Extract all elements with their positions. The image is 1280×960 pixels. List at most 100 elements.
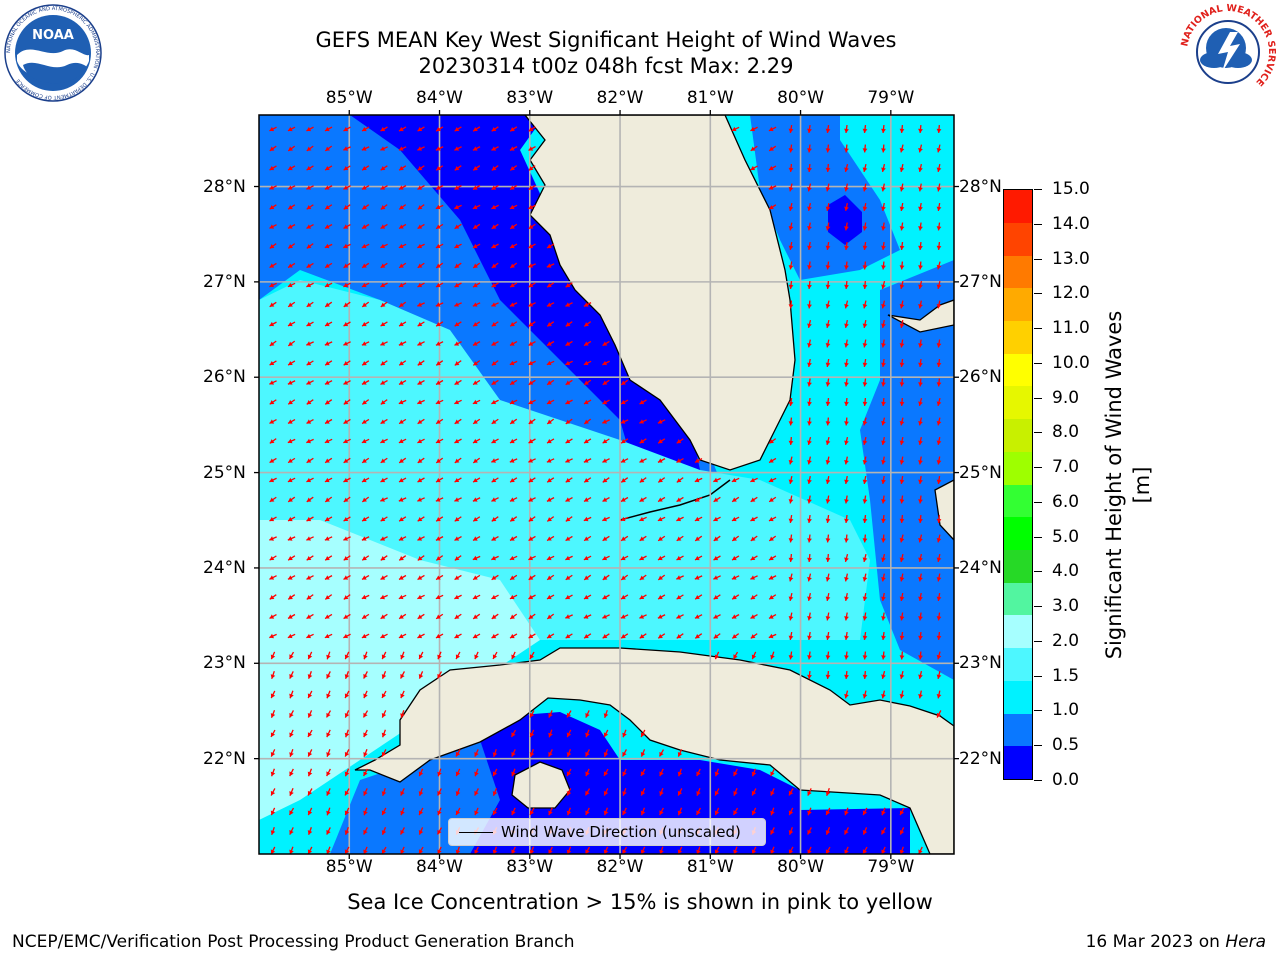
wave-direction-arrowhead: [639, 536, 645, 541]
wave-direction-arrowhead: [417, 146, 423, 151]
wave-direction-arrowhead: [733, 654, 738, 659]
wave-direction-arrowhead: [491, 438, 497, 444]
wave-direction-arrowhead: [825, 382, 831, 387]
wave-direction-arrowhead: [381, 654, 387, 660]
wave-direction-arrowhead: [807, 440, 812, 445]
wave-direction-arrowhead: [565, 341, 571, 346]
colorbar-segment: [1004, 451, 1032, 485]
wave-direction-arrowhead: [862, 382, 868, 387]
wave-direction-arrowhead: [583, 614, 589, 619]
colorbar-tick: [1034, 606, 1042, 608]
wave-direction-arrowhead: [491, 341, 497, 346]
wave-direction-arrowhead: [381, 712, 387, 718]
wave-direction-arrowhead: [918, 655, 923, 660]
wave-direction-arrowhead: [788, 616, 794, 621]
andros-island: [934, 479, 954, 541]
wave-direction-arrowhead: [602, 555, 608, 561]
wave-direction-arrowhead: [307, 849, 313, 854]
wave-direction-arrowhead: [676, 536, 682, 541]
wave-direction-arrowhead: [825, 830, 831, 835]
wave-direction-arrowhead: [509, 243, 515, 249]
colorbar-segment: [1004, 615, 1032, 649]
wave-direction-arrowhead: [584, 575, 589, 580]
wave-direction-arrowhead: [936, 420, 942, 426]
wave-direction-arrowhead: [936, 401, 942, 406]
wave-direction-arrowhead: [844, 655, 849, 660]
wave-direction-arrowhead: [269, 439, 275, 444]
wave-direction-arrowhead: [269, 360, 275, 366]
wave-direction-arrowhead: [603, 771, 609, 776]
wave-direction-arrowhead: [454, 321, 460, 327]
wave-direction-arrowhead: [528, 322, 534, 327]
wave-direction-arrowhead: [788, 518, 794, 523]
wave-direction-arrowhead: [511, 771, 516, 777]
wave-direction-arrowhead: [399, 361, 404, 366]
wave-direction-arrowhead: [417, 556, 423, 561]
wave-direction-arrowhead: [473, 419, 478, 424]
wave-direction-arrowhead: [269, 497, 275, 502]
wave-direction-arrowhead: [400, 673, 405, 679]
wave-direction-arrowhead: [862, 303, 868, 309]
wave-direction-arrowhead: [528, 185, 534, 190]
wave-direction-arrowhead: [788, 245, 794, 250]
wave-direction-arrowhead: [361, 594, 367, 600]
wave-direction-arrowhead: [565, 536, 571, 541]
wave-direction-arrowhead: [380, 243, 386, 249]
wave-direction-arrowhead: [546, 458, 552, 463]
wave-direction-arrowhead: [844, 596, 849, 601]
wave-direction-arrowhead: [491, 477, 497, 483]
colorbar-segment: [1004, 582, 1032, 616]
wave-direction-arrowhead: [398, 497, 404, 502]
wave-direction-arrowhead: [862, 557, 868, 562]
wave-direction-arrowhead: [621, 633, 626, 639]
wave-direction-arrowhead: [511, 654, 516, 660]
wave-direction-arrowhead: [399, 614, 404, 619]
wave-direction-arrowhead: [751, 790, 757, 796]
wave-direction-arrowhead: [454, 438, 460, 444]
zone-0.5-1.0-east: [750, 115, 900, 280]
wave-direction-arrowhead: [881, 577, 886, 582]
wave-direction-arrowhead: [492, 849, 498, 854]
wave-direction-arrowhead: [528, 243, 534, 249]
colorbar-tick: [1034, 745, 1042, 747]
wave-direction-arrowhead: [288, 360, 293, 366]
wave-direction-arrowhead: [862, 206, 868, 211]
colorbar-segment: [1004, 386, 1032, 420]
wave-direction-arrowhead: [325, 458, 330, 463]
wave-direction-arrowhead: [899, 245, 905, 250]
colorbar-tick: [1034, 710, 1042, 712]
wave-direction-arrowhead: [825, 148, 831, 153]
wave-direction-arrowhead: [602, 536, 608, 541]
wave-direction-arrowhead: [399, 302, 404, 307]
wave-direction-arrowhead: [417, 185, 423, 190]
colorbar-segment: [1004, 255, 1032, 289]
wave-direction-arrowhead: [324, 536, 330, 541]
isla-de-la-juventud: [511, 761, 571, 809]
wave-direction-arrowhead: [807, 401, 812, 406]
wave-direction-arrowhead: [695, 458, 700, 463]
wave-direction-arrowhead: [825, 849, 831, 854]
wave-direction-arrowhead: [472, 497, 478, 502]
wave-direction-arrowhead: [417, 399, 422, 405]
wave-direction-arrowhead: [417, 516, 423, 522]
wave-direction-arrowhead: [306, 341, 311, 346]
wave-direction-arrowhead: [899, 382, 905, 387]
wave-direction-arrowhead: [844, 421, 849, 426]
wave-direction-arrowhead: [454, 361, 460, 366]
wave-direction-arrowhead: [659, 751, 664, 757]
wave-direction-arrowhead: [881, 187, 886, 192]
wave-direction-arrowhead: [510, 322, 515, 327]
wave-direction-arrowhead: [326, 732, 331, 738]
wave-direction-arrowhead: [509, 204, 515, 210]
wave-direction-arrowhead: [621, 380, 626, 385]
wave-direction-arrowhead: [288, 263, 293, 268]
wave-direction-arrowhead: [306, 244, 312, 249]
wave-direction-arrowhead: [288, 497, 293, 502]
wave-direction-arrowhead: [417, 594, 423, 600]
wave-direction-arrowhead: [306, 282, 312, 288]
colorbar-segment: [1004, 320, 1032, 354]
lat-label-right: 23°N: [959, 653, 1002, 674]
wave-direction-arrowhead: [881, 655, 886, 660]
wave-direction-arrowhead: [343, 633, 349, 639]
wave-direction-arrowhead: [418, 674, 424, 679]
